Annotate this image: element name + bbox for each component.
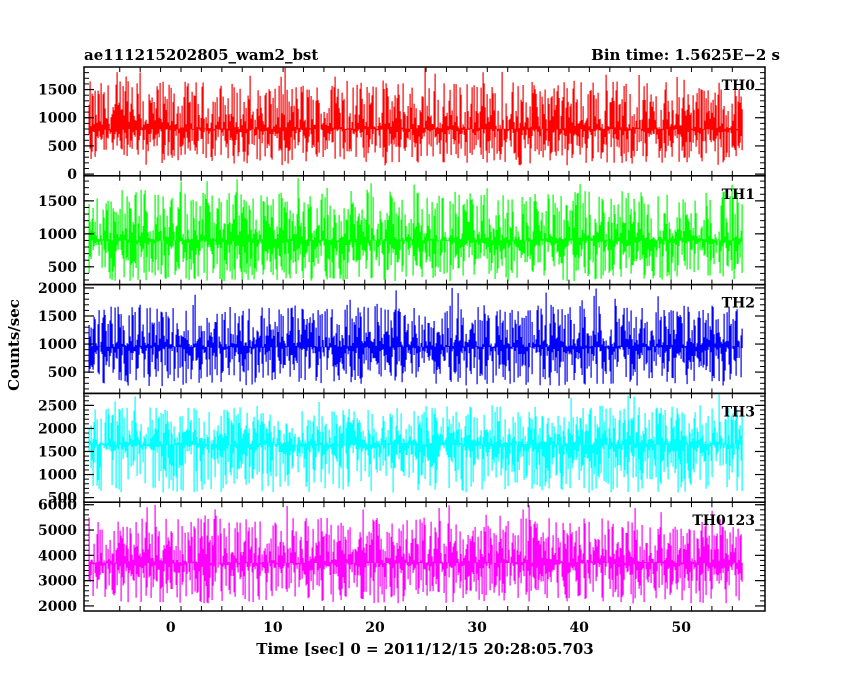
series-th2 <box>88 287 743 387</box>
series-th0123 <box>88 504 743 604</box>
y-tick-label: 500 <box>48 139 77 155</box>
y-tick-label: 0 <box>67 167 77 183</box>
y-tick-label: 2000 <box>38 599 77 615</box>
bin-time-label: Bin time: 1.5625E−2 s <box>591 46 780 64</box>
panel-label: TH2 <box>722 296 755 312</box>
y-axis-label: Counts/sec <box>5 299 23 391</box>
y-tick-label: 1500 <box>38 444 77 460</box>
panel-th3: 500 1000 1500 2000 2500 TH3 <box>38 392 766 507</box>
x-tick-label: 20 <box>365 620 385 636</box>
y-tick-label: 1000 <box>38 111 77 127</box>
y-tick-label: 1500 <box>38 194 77 210</box>
panel-label: TH1 <box>722 187 755 203</box>
y-tick-label: 1000 <box>38 337 77 353</box>
panel-th0: 0 500 1000 1500 TH0 <box>38 66 766 183</box>
panel-frame <box>83 501 766 612</box>
panel-th2: 500 1000 1500 2000 TH2 <box>38 281 766 395</box>
x-axis-label: Time [sec] 0 = 2011/12/15 20:28:05.703 <box>256 640 593 658</box>
panel-th1: 500 1000 1500 TH1 <box>38 175 766 286</box>
x-tick-label: 0 <box>166 620 176 636</box>
series-th3 <box>88 393 743 493</box>
panel-label: TH0 <box>722 78 756 94</box>
series-th1 <box>88 178 743 282</box>
chart-title: ae111215202805_wam2_bst <box>84 46 318 64</box>
y-tick-label: 2000 <box>38 281 77 297</box>
y-tick-label: 3000 <box>38 574 77 590</box>
y-tick-label: 500 <box>48 491 77 507</box>
x-tick-label: 50 <box>672 620 692 636</box>
series-th0 <box>88 67 743 166</box>
y-tick-label: 500 <box>48 260 77 276</box>
x-tick-label: 10 <box>263 620 283 636</box>
panels-group: 0 500 1000 1500 TH0 500 1000 1500 TH1 500 1000 1500… <box>38 66 766 615</box>
y-tick-label: 1000 <box>38 227 77 243</box>
x-tick-label: 40 <box>569 620 589 636</box>
x-tick-label: 30 <box>467 620 487 636</box>
y-tick-label: 5000 <box>38 523 77 539</box>
panel-th0123: 2000 3000 4000 5000 6000 TH0123 <box>38 498 766 615</box>
y-tick-label: 6000 <box>38 498 77 514</box>
panel-label: TH0123 <box>692 513 755 529</box>
y-tick-label: 2000 <box>38 421 77 437</box>
y-tick-label: 1500 <box>38 83 77 99</box>
y-tick-label: 1500 <box>38 309 77 325</box>
y-tick-label: 2500 <box>38 398 77 414</box>
y-tick-label: 1000 <box>38 468 77 484</box>
y-tick-label: 500 <box>48 365 77 381</box>
panel-label: TH3 <box>722 404 755 420</box>
x-axis: 0 10 20 30 40 50 <box>166 620 691 636</box>
y-tick-label: 4000 <box>38 548 77 564</box>
